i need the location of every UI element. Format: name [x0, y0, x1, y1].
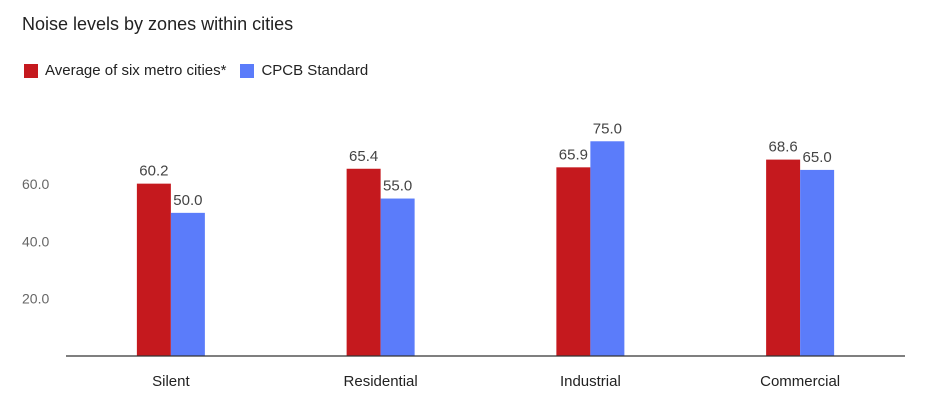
x-category-label: Commercial: [760, 373, 840, 390]
x-category-label: Silent: [152, 373, 190, 390]
bar-residential-cpcb: [380, 198, 415, 356]
x-category-label: Residential: [344, 373, 418, 390]
y-tick-label: 40.0: [22, 233, 49, 249]
data-label: 65.0: [803, 149, 832, 166]
data-label: 65.9: [559, 146, 588, 163]
bar-silent-average: [136, 183, 171, 356]
bar-residential-average: [346, 168, 381, 356]
bar-industrial-cpcb: [590, 141, 625, 356]
bar-industrial-average: [556, 167, 591, 356]
data-label: 75.0: [593, 120, 622, 137]
bar-commercial-average: [766, 159, 801, 356]
x-category-label: Industrial: [560, 373, 621, 390]
bar-silent-cpcb: [170, 212, 205, 356]
legend-label-average: Average of six metro cities*: [45, 62, 227, 79]
legend-item-average[interactable]: Average of six metro cities*: [24, 62, 226, 79]
data-label: 65.4: [349, 148, 378, 165]
data-label: 50.0: [173, 192, 202, 209]
y-tick-label: 20.0: [22, 291, 49, 307]
legend-item-cpcb[interactable]: CPCB Standard: [240, 62, 368, 79]
chart-title: Noise levels by zones within cities: [22, 14, 294, 34]
legend-swatch-average: [24, 63, 38, 78]
data-label: 68.6: [769, 139, 798, 156]
legend: Average of six metro cities* CPCB Standa…: [24, 62, 382, 79]
legend-swatch-cpcb: [240, 63, 255, 78]
legend-label-cpcb: CPCB Standard: [261, 62, 369, 79]
data-label: 60.2: [139, 163, 168, 180]
y-tick-label: 60.0: [22, 176, 49, 192]
data-label: 55.0: [383, 178, 412, 195]
bar-commercial-cpcb: [800, 169, 835, 356]
